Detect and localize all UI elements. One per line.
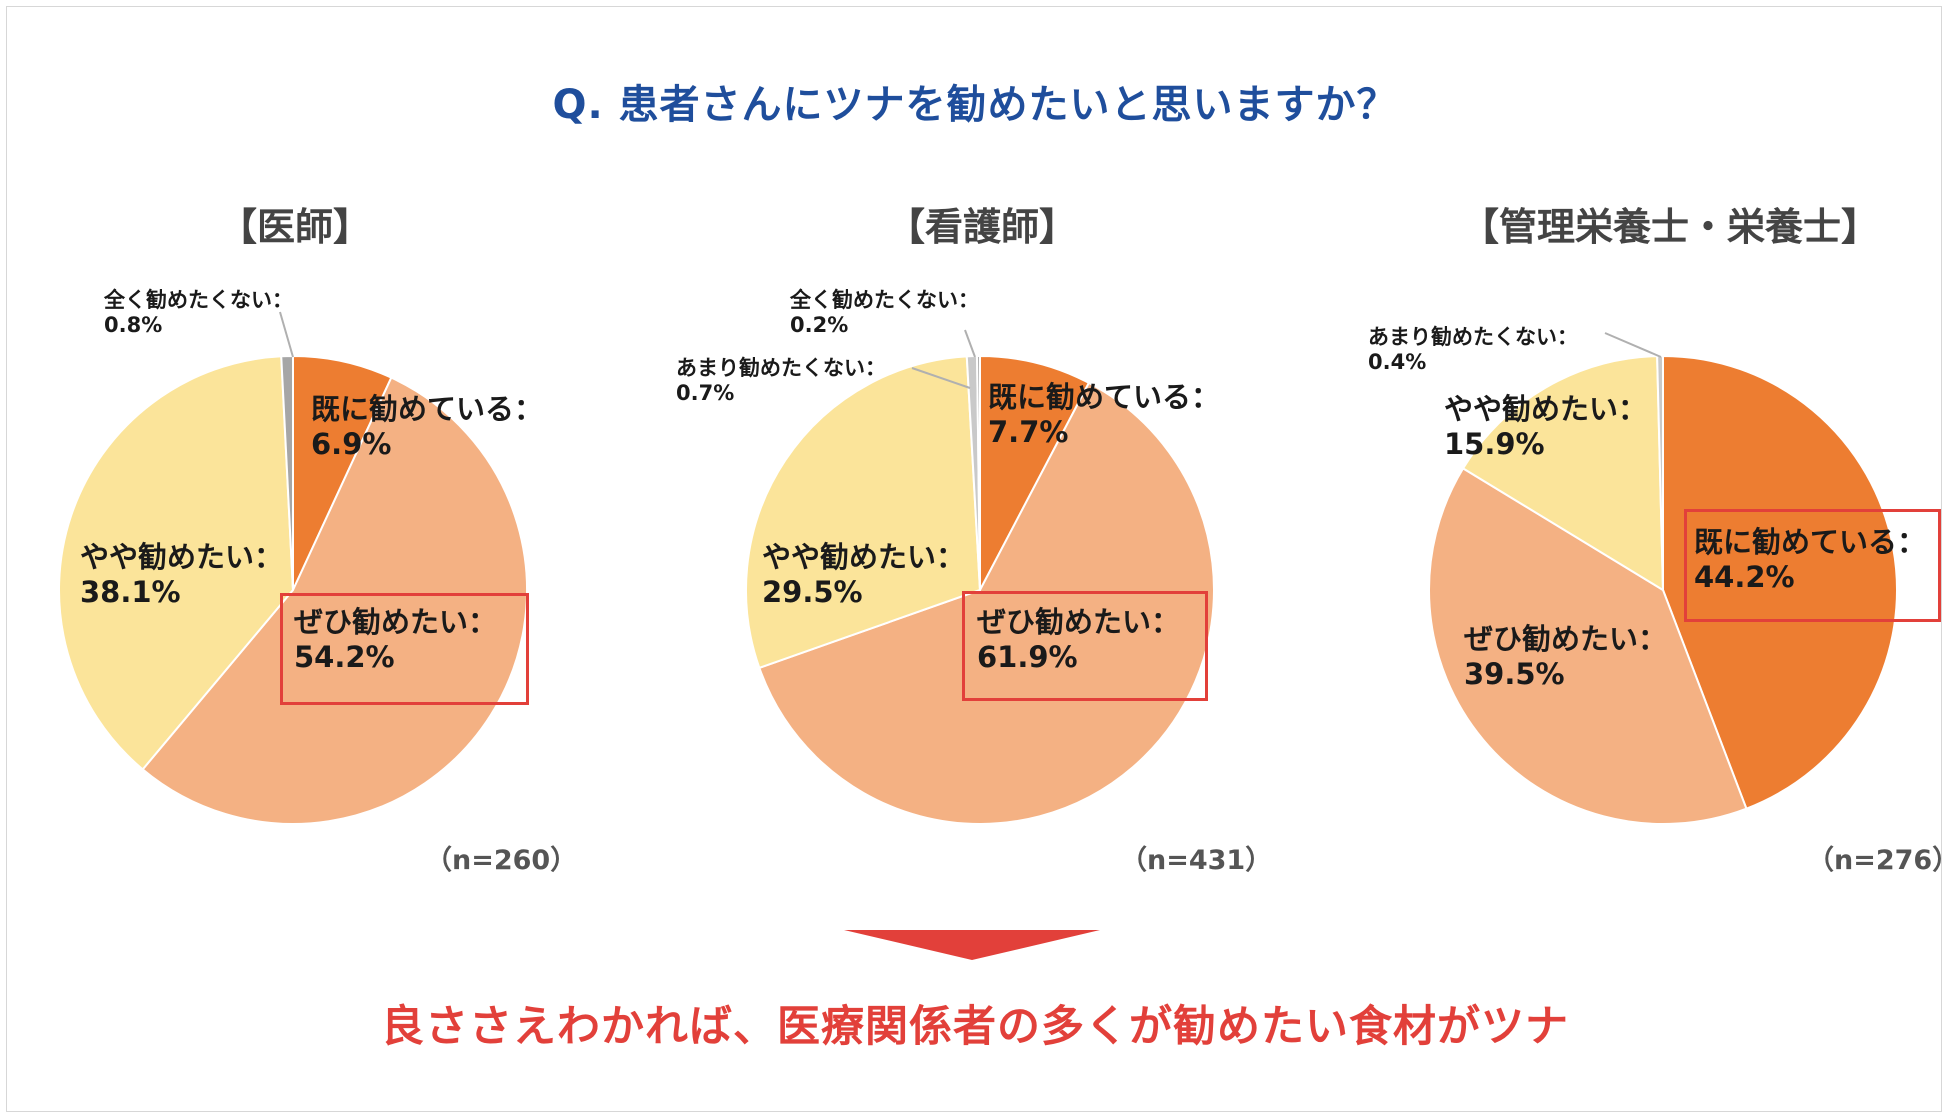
slice-label-already-doctors: 既に勧めている： 6.9% — [311, 392, 544, 461]
pie-slice-somewhat-dietitians — [1461, 355, 1665, 592]
conclusion-text: 良ささえわかれば、医療関係者の多くが勧めたい食材がツナ — [381, 1002, 1569, 1052]
chart-title-doctors: 【医師】 — [218, 205, 371, 249]
highlight-box-dietitians — [1684, 509, 1941, 622]
slice-label-already-dietitians: 既に勧めている： 44.2% — [1694, 525, 1927, 594]
pie-slice-already-nurses — [979, 354, 1091, 591]
pie-slice-somewhat-nurses — [745, 355, 982, 670]
pie-slice-definitely-dietitians — [1428, 466, 1748, 825]
slice-label-not-much-nurses: あまり勧めたくない： 0.7% — [676, 356, 886, 406]
slice-label-somewhat-nurses: やや勧めたい： 29.5% — [762, 540, 966, 609]
leader-line-nurses-0 — [964, 329, 976, 358]
slice-label-not-much-dietitians: あまり勧めたくない： 0.4% — [1368, 325, 1578, 375]
down-arrow-icon — [844, 930, 1100, 960]
pie-slice-not-at-all-nurses — [976, 354, 981, 591]
leader-line-dietitians-0 — [1604, 332, 1662, 358]
survey-question-title: Q. 患者さんにツナを勧めたいと思いますか？ — [552, 82, 1398, 128]
sample-size-dietitians: （n=276） — [1807, 845, 1950, 876]
slice-label-somewhat-dietitians: やや勧めたい： 15.9% — [1444, 392, 1648, 461]
slice-label-not-at-all-nurses: 全く勧めたくない： 0.2% — [790, 288, 979, 338]
slice-label-somewhat-doctors: やや勧めたい： 38.1% — [80, 540, 284, 609]
chart-title-dietitians: 【管理栄養士・栄養士】 — [1460, 205, 1879, 249]
sample-size-nurses: （n=431） — [1120, 845, 1273, 876]
pie-slice-definitely-doctors — [141, 376, 528, 825]
pie-slice-definitely-nurses — [758, 381, 1215, 825]
slice-label-definitely-doctors: ぜひ勧めたい： 54.2% — [294, 605, 498, 674]
sample-size-doctors: （n=260） — [425, 845, 578, 876]
pie-slice-somewhat-doctors — [58, 355, 295, 771]
pie-slice-already-dietitians — [1662, 354, 1898, 810]
highlight-box-doctors — [280, 593, 529, 705]
leader-line-doctors-0 — [279, 311, 294, 358]
slice-label-definitely-dietitians: ぜひ勧めたい： 39.5% — [1464, 622, 1668, 691]
slice-label-not-at-all-doctors: 全く勧めたくない： 0.8% — [104, 288, 293, 338]
slice-label-definitely-nurses: ぜひ勧めたい： 61.9% — [977, 605, 1181, 674]
slice-label-already-nurses: 既に勧めている： 7.7% — [988, 380, 1221, 449]
leader-line-nurses-1 — [911, 367, 971, 389]
highlight-box-nurses — [962, 591, 1208, 701]
chart-title-nurses: 【看護師】 — [886, 205, 1077, 249]
